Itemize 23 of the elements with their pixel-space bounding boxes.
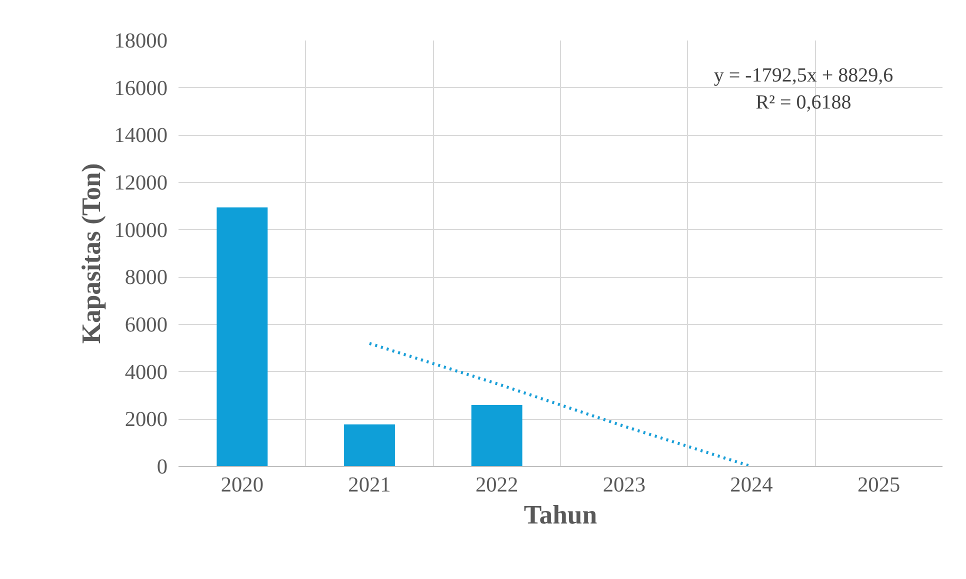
bar — [344, 424, 395, 466]
x-tick-label: 2024 — [730, 472, 774, 496]
bar — [471, 404, 522, 466]
y-tick-label: 18000 — [114, 28, 168, 52]
y-tick-label: 10000 — [114, 218, 168, 242]
x-tick-label: 2020 — [220, 472, 264, 496]
y-tick-label: 2000 — [124, 407, 168, 432]
y-tick-label: 4000 — [124, 360, 168, 384]
y-tick-label: 8000 — [124, 265, 168, 290]
x-tick-label: 2023 — [602, 472, 646, 496]
x-tick-label: 2025 — [858, 472, 900, 496]
y-tick-label: 16000 — [114, 76, 168, 100]
bar — [216, 207, 268, 466]
y-tick-label: 14000 — [114, 123, 168, 148]
y-tick-label: 12000 — [114, 170, 168, 194]
y-tick-label: 6000 — [124, 312, 168, 336]
x-tick-label: 2021 — [348, 472, 391, 496]
annotation: y = -1792,5x + 8829,6 — [714, 64, 894, 86]
annotation: R² = 0,6188 — [756, 92, 852, 114]
y-tick-label: 0 — [156, 454, 168, 478]
x-axis-title: Tahun — [524, 500, 598, 530]
y-axis-title: Kapasitas (Ton) — [76, 163, 106, 344]
x-tick-label: 2022 — [476, 472, 518, 496]
